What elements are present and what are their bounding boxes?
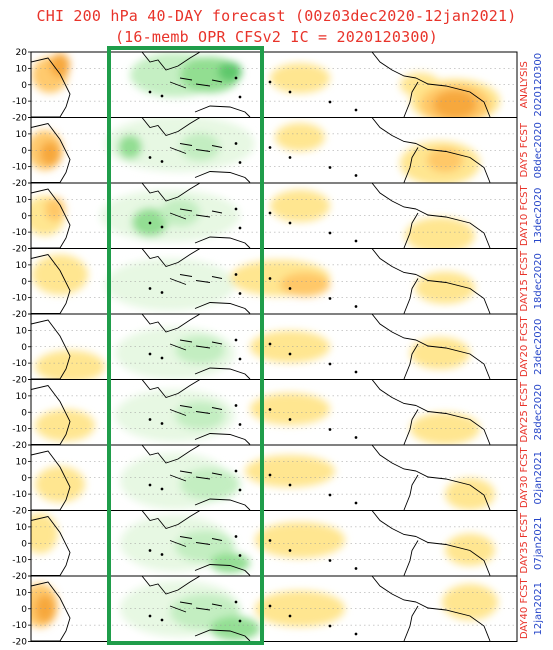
panel-label: DAY15 FCST bbox=[519, 250, 530, 312]
lat-tick-label: -20 bbox=[12, 441, 27, 451]
lat-tick-label: -10 bbox=[12, 294, 27, 304]
lat-tick-label: -20 bbox=[12, 507, 27, 517]
coastlines bbox=[31, 183, 491, 249]
panel-date: 02jan2021 bbox=[533, 451, 544, 504]
lat-tick-label: 10 bbox=[16, 195, 28, 205]
lat-tick-label: 0 bbox=[21, 474, 27, 484]
lat-tick-label: -20 bbox=[12, 572, 27, 582]
lat-tick-label: -20 bbox=[12, 114, 27, 124]
lat-tick-label: 10 bbox=[16, 64, 28, 74]
lat-tick-label: 0 bbox=[21, 146, 27, 156]
panel-date: 28dec2020 bbox=[533, 384, 544, 440]
chi-anomaly-shading bbox=[35, 452, 495, 511]
coastlines bbox=[31, 379, 491, 445]
lat-tick-label: 0 bbox=[21, 277, 27, 287]
panel-label: ANALYSIS bbox=[519, 61, 530, 108]
lat-tick-label: 10 bbox=[16, 588, 28, 598]
chi-anomaly-shading bbox=[35, 327, 470, 380]
title-line-2: (16-memb OPR CFSv2 IC = 2020120300) bbox=[114, 28, 439, 46]
panel-date: 07jan2021 bbox=[533, 517, 544, 570]
lat-tick-label: -10 bbox=[12, 556, 27, 566]
lat-tick-label: -10 bbox=[12, 621, 27, 631]
lat-tick-label: 10 bbox=[16, 457, 28, 467]
panel-date: 12jan2021 bbox=[533, 582, 544, 635]
lat-tick-label: 20 bbox=[16, 48, 28, 58]
forecast-panel: 10 0 -10 -20 DAY40 FCST 12jan2021 bbox=[12, 575, 544, 648]
lat-tick-label: 0 bbox=[21, 81, 27, 91]
lat-tick-label: 0 bbox=[21, 539, 27, 549]
lat-tick-label: -20 bbox=[12, 245, 27, 255]
forecast-panel: 10 0 -10 -20 DAY25 FCST 28dec2020 bbox=[12, 379, 544, 451]
lat-tick-label: 10 bbox=[16, 523, 28, 533]
lat-tick-label: -10 bbox=[12, 425, 27, 435]
lat-tick-label: 0 bbox=[21, 605, 27, 615]
forecast-panel: 10 0 -10 -20 DAY5 FCST 08dec2020 bbox=[12, 117, 544, 189]
panel-label: DAY25 FCST bbox=[519, 381, 530, 443]
lat-tick-label: 0 bbox=[21, 343, 27, 353]
lat-tick-label: -20 bbox=[12, 376, 27, 386]
panel-date: 23dec2020 bbox=[533, 319, 544, 375]
panel-label: DAY30 FCST bbox=[519, 446, 530, 508]
forecast-panel: 20 10 0 -10 -20 ANALYSIS 2020120300 bbox=[12, 48, 544, 124]
indo-pacific-highlight-box bbox=[107, 46, 264, 645]
panel-label: DAY40 FCST bbox=[519, 577, 530, 639]
forecast-panel: 10 0 -10 -20 DAY15 FCST 18dec2020 bbox=[12, 248, 544, 320]
lat-tick-label: -10 bbox=[12, 228, 27, 238]
lat-tick-label: 10 bbox=[16, 130, 28, 140]
panel-label: DAY10 FCST bbox=[519, 184, 530, 246]
chi-anomaly-shading bbox=[31, 117, 480, 183]
chi-anomaly-shading bbox=[32, 52, 500, 118]
lat-tick-label: 10 bbox=[16, 392, 28, 402]
lat-tick-label: -20 bbox=[12, 638, 27, 648]
chi-anomaly-shading bbox=[31, 189, 475, 249]
lat-tick-label: 0 bbox=[21, 212, 27, 222]
panel-date: 18dec2020 bbox=[533, 253, 544, 309]
lat-tick-label: -10 bbox=[12, 163, 27, 173]
forecast-panel: 10 0 -10 -20 DAY30 FCST 02jan2021 bbox=[12, 444, 544, 517]
coastlines bbox=[31, 510, 491, 576]
panel-label: DAY5 FCST bbox=[519, 122, 530, 177]
lat-tick-label: -10 bbox=[12, 359, 27, 369]
coastlines bbox=[31, 248, 491, 314]
lat-tick-label: 0 bbox=[21, 408, 27, 418]
coastlines bbox=[31, 445, 491, 511]
forecast-panels: 20 10 0 -10 -20 ANALYSIS 2020120300 10 0 -10 -20 DA… bbox=[12, 48, 544, 648]
panel-date: 08dec2020 bbox=[533, 122, 544, 178]
lat-tick-label: -10 bbox=[12, 97, 27, 107]
lat-tick-label: -20 bbox=[12, 310, 27, 320]
forecast-panel: 10 0 -10 -20 DAY35 FCST 07jan2021 bbox=[12, 510, 544, 582]
panel-label: DAY35 FCST bbox=[519, 512, 530, 574]
title-line-1: CHI 200 hPa 40-DAY forecast (00z03dec202… bbox=[36, 7, 517, 25]
forecast-panel: 10 0 -10 -20 DAY10 FCST 13dec2020 bbox=[12, 182, 544, 255]
panel-label: DAY20 FCST bbox=[519, 315, 530, 377]
panel-date: 13dec2020 bbox=[533, 188, 544, 244]
lat-tick-label: 10 bbox=[16, 261, 28, 271]
panel-date: 2020120300 bbox=[533, 53, 544, 117]
lat-tick-label: 10 bbox=[16, 326, 28, 336]
forecast-panel: 10 0 -10 -20 DAY20 FCST 23dec2020 bbox=[12, 313, 544, 386]
lat-tick-label: -10 bbox=[12, 490, 27, 500]
lat-tick-label: -20 bbox=[12, 179, 27, 189]
